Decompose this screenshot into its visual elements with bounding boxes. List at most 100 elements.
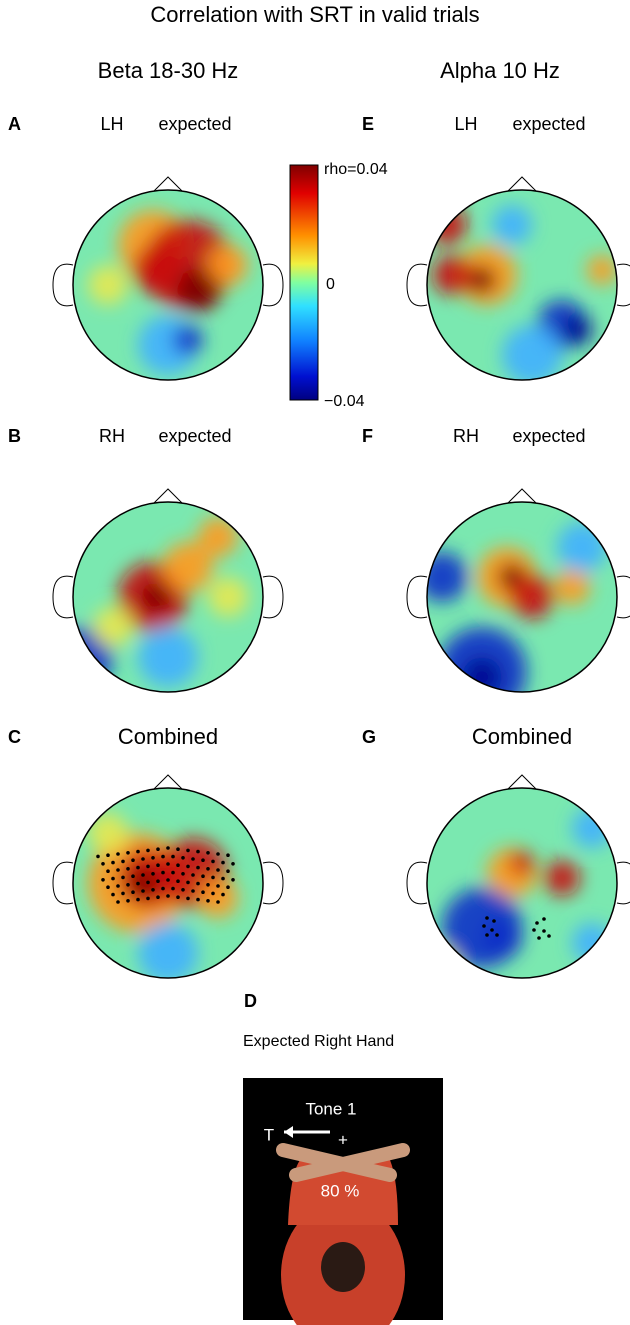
probability-label: 80 % (321, 1181, 360, 1200)
electrode (542, 917, 546, 921)
electrode (226, 885, 230, 889)
condition-label: expected (158, 426, 231, 446)
topomap (406, 488, 630, 693)
head-outline (72, 189, 264, 381)
electrode (146, 848, 150, 853)
electrode (146, 880, 150, 885)
electrode (141, 857, 145, 861)
topomap (52, 774, 284, 979)
colorbar-max: rho=0.04 (324, 161, 388, 178)
colorbar-min: −0.04 (324, 393, 365, 410)
activity-blob (133, 245, 183, 295)
arrow-head (284, 1126, 293, 1138)
electrode (231, 878, 235, 882)
activity-blob (208, 245, 248, 285)
electrode (532, 928, 536, 932)
electrode (161, 854, 165, 859)
electrode (482, 924, 486, 928)
activity-blob (88, 265, 128, 305)
colorbar-mid: 0 (326, 276, 335, 293)
ear (52, 263, 74, 307)
activity-blob (562, 315, 592, 345)
electrode (216, 852, 220, 856)
electrode (206, 867, 210, 871)
topomap-fill (73, 190, 263, 380)
electrode (485, 916, 489, 920)
panel-letter: E (362, 114, 374, 134)
panel-letter: A (8, 114, 21, 134)
activity-blob (554, 569, 590, 605)
electrode (201, 874, 205, 878)
head-outline (426, 501, 618, 693)
electrode (186, 880, 190, 885)
condition-label: expected (158, 114, 231, 134)
ear (616, 263, 630, 307)
electrode (146, 864, 150, 869)
fixation: + (338, 1130, 348, 1149)
activity-blob (502, 325, 562, 380)
hemisphere-label: RH (99, 426, 125, 446)
target-label: T (264, 1125, 274, 1144)
electrode (166, 862, 170, 866)
activity-blob (198, 878, 238, 918)
electrode (111, 876, 115, 881)
activity-blob (198, 517, 238, 557)
head-outline (72, 501, 264, 693)
nose (152, 488, 184, 505)
electrode (221, 876, 225, 881)
ear (262, 861, 284, 905)
electrode (495, 933, 499, 937)
column-title: Beta 18-30 Hz (98, 58, 239, 83)
topomap-blobs (427, 522, 607, 692)
electrode (171, 886, 175, 891)
electrode (201, 858, 205, 862)
electrode (141, 889, 145, 893)
electrode (166, 878, 170, 882)
topomap-fill (427, 190, 617, 380)
activity-blob (427, 948, 457, 978)
electrode (542, 929, 546, 933)
electrode (221, 892, 225, 897)
panel-label: Combined (472, 724, 572, 749)
electrode (206, 899, 210, 903)
topomap-blobs (88, 813, 238, 978)
ear (406, 575, 428, 619)
panel-letter: G (362, 727, 376, 747)
electrode (211, 891, 215, 896)
electrode (116, 852, 120, 856)
electrode (111, 892, 115, 897)
activity-blob (141, 582, 171, 612)
electrode (136, 881, 140, 886)
electrode (191, 889, 195, 893)
panel-label: Combined (118, 724, 218, 749)
panel-letter: B (8, 426, 21, 446)
electrode (161, 886, 165, 891)
activity-blob (482, 918, 522, 958)
activity-blob (510, 575, 554, 619)
activity-blob (510, 851, 534, 875)
electrode (96, 854, 100, 859)
electrode (106, 885, 110, 889)
condition-label: expected (512, 426, 585, 446)
electrode (106, 853, 110, 857)
electrode (126, 867, 130, 871)
electrode (186, 864, 190, 869)
electrode (186, 896, 190, 901)
electrode (171, 870, 175, 875)
hemisphere-label: LH (454, 114, 477, 134)
topomap (406, 176, 630, 381)
activity-blob (468, 266, 496, 294)
electrode (111, 860, 115, 865)
electrode (146, 896, 150, 901)
electrode (216, 900, 220, 904)
nose (152, 176, 184, 193)
activity-blob (544, 860, 580, 896)
condition-label: expected (512, 114, 585, 134)
activity-blob (462, 657, 502, 692)
electrode (121, 875, 125, 880)
electrode (537, 936, 541, 940)
electrode (101, 878, 105, 882)
electrode (161, 870, 165, 875)
electrode (156, 847, 160, 851)
